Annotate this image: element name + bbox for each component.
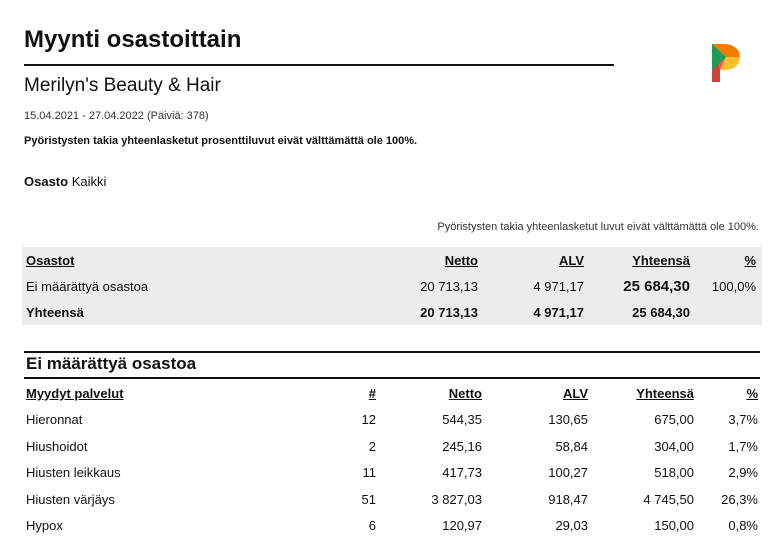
services-table: Myydyt palvelut # Netto ALV Yhteensä % H… — [22, 380, 762, 539]
cell-service: Hiusten värjäys — [26, 491, 115, 507]
cell-count: 12 — [361, 412, 376, 428]
cell-service: Hiushoidot — [26, 438, 88, 454]
col-header-netto: Netto — [448, 385, 482, 401]
cell-alv: 918,47 — [548, 491, 588, 507]
col-header-netto: Netto — [444, 252, 478, 268]
cell-netto: 120,97 — [442, 518, 482, 534]
section-divider-top — [24, 351, 760, 353]
cell-percent: 2,9% — [728, 465, 758, 481]
cell-netto: 3 827,03 — [431, 491, 482, 507]
total-percent — [696, 299, 762, 325]
cell-netto: 417,73 — [442, 465, 482, 481]
cell-yhteensa: 4 745,50 — [643, 491, 694, 507]
cell-alv: 58,84 — [555, 438, 588, 454]
date-range: 15.04.2021 - 27.04.2022 (Päiviä: 378) — [24, 110, 209, 122]
col-header-services: Myydyt palvelut — [26, 385, 124, 401]
col-header-yhteensa: Yhteensä — [632, 252, 690, 268]
table-row: Hieronnat 12 544,35 130,65 675,00 3,7% — [22, 407, 762, 434]
table-row: Hiushoidot 2 245,16 58,84 304,00 1,7% — [22, 433, 762, 460]
col-header-percent: % — [746, 385, 758, 401]
cell-service: Hieronnat — [26, 412, 83, 428]
cell-netto: 544,35 — [442, 412, 482, 428]
cell-yhteensa: 304,00 — [654, 438, 694, 454]
cell-count: 6 — [368, 518, 376, 534]
section-title: Ei määrättyä osastoa — [26, 354, 197, 373]
filter-value: Kaikki — [71, 174, 107, 189]
col-header-alv: ALV — [562, 385, 588, 401]
cell-service: Hiusten leikkaus — [26, 465, 121, 481]
table-row: Ei määrättyä osastoa 20 713,13 4 971,17 … — [22, 273, 762, 299]
cell-count: 2 — [368, 438, 376, 454]
cell-yhteensa: 25 684,30 — [623, 277, 690, 295]
cell-yhteensa: 150,00 — [654, 518, 694, 534]
summary-total-row: Yhteensä 20 713,13 4 971,17 25 684,30 — [22, 299, 762, 325]
cell-service: Hypox — [26, 518, 63, 534]
cell-alv: 4 971,17 — [533, 278, 584, 294]
services-header-row: Myydyt palvelut # Netto ALV Yhteensä % — [22, 380, 762, 407]
summary-table: Osastot Netto ALV Yhteensä % Ei määrätty… — [22, 247, 762, 325]
total-yhteensa: 25 684,30 — [632, 304, 690, 320]
col-header-alv: ALV — [558, 252, 584, 268]
col-header-yhteensa: Yhteensä — [636, 385, 694, 401]
cell-count: 51 — [361, 491, 376, 507]
cell-alv: 100,27 — [548, 465, 588, 481]
table-row: Hiusten värjäys 51 3 827,03 918,47 4 745… — [22, 486, 762, 513]
table-row: Hypox 6 120,97 29,03 150,00 0,8% — [22, 513, 762, 540]
summary-header-row: Osastot Netto ALV Yhteensä % — [22, 247, 762, 273]
cell-netto: 20 713,13 — [420, 278, 478, 294]
report-title: Myynti osastoittain — [24, 26, 242, 53]
cell-department: Ei määrättyä osastoa — [26, 278, 149, 294]
table-row: Hiusten leikkaus 11 417,73 100,27 518,00… — [22, 460, 762, 487]
total-label: Yhteensä — [26, 304, 84, 320]
section-divider-bottom — [24, 377, 760, 379]
cell-percent: 100,0% — [711, 278, 756, 294]
cell-netto: 245,16 — [442, 438, 482, 454]
cell-yhteensa: 518,00 — [654, 465, 694, 481]
col-header-osastot: Osastot — [26, 252, 75, 268]
department-filter: Osasto Kaikki — [24, 174, 106, 189]
total-netto: 20 713,13 — [420, 304, 478, 320]
title-divider — [24, 64, 614, 66]
cell-percent: 3,7% — [728, 412, 758, 428]
filter-label: Osasto — [24, 174, 69, 189]
cell-count: 11 — [362, 465, 377, 481]
rounding-note-right: Pyöristysten takia yhteenlasketut luvut … — [437, 221, 759, 233]
col-header-percent: % — [744, 252, 756, 268]
total-alv: 4 971,17 — [533, 304, 584, 320]
company-name: Merilyn's Beauty & Hair — [24, 75, 221, 96]
cell-percent: 26,3% — [721, 491, 758, 507]
brand-logo-icon — [712, 44, 740, 82]
cell-percent: 1,7% — [728, 438, 758, 454]
cell-yhteensa: 675,00 — [654, 412, 694, 428]
col-header-count: # — [368, 385, 376, 401]
cell-alv: 130,65 — [548, 412, 588, 428]
cell-alv: 29,03 — [555, 518, 588, 534]
rounding-note: Pyöristysten takia yhteenlasketut prosen… — [24, 135, 418, 147]
cell-percent: 0,8% — [728, 518, 758, 534]
